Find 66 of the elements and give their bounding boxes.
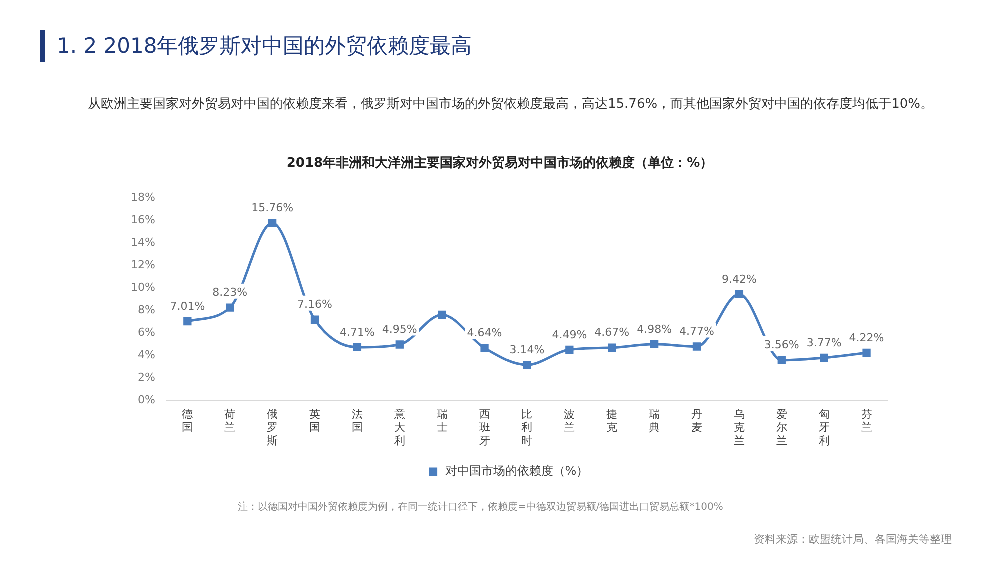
point [480,344,489,352]
point [184,318,192,326]
x-tick-label: 瑞典 [649,408,660,434]
y-tick-label: 12% [130,258,156,272]
chart-title: 1. 2 2018年俄罗斯对中国的外贸依赖度最高 [57,33,472,60]
point [735,290,744,299]
point [310,316,320,324]
point [566,346,574,354]
x-tick-label: 荷兰 [224,408,236,434]
data-label: 4.95% [382,323,418,336]
y-tick-label: 10% [130,280,156,294]
data-label: 3.14% [510,343,545,356]
data-label: 3.56% [764,338,800,352]
chart-subtitle: 2018年非洲和大洋洲主要国家对外贸易对中国市场的依赖度（单位：%） [286,154,714,172]
data-label: 4.49% [552,328,588,342]
x-tick-label: 波兰 [564,408,576,434]
data-label: 4.67% [594,326,630,340]
y-tick-label: 8% [138,303,156,316]
data-label: 4.98% [637,322,672,336]
data-label: 3.77% [806,336,842,350]
y-tick-label: 14% [130,236,156,249]
point [862,348,871,358]
x-tick-label: 西班牙 [479,408,490,448]
x-tick-label: 捷克 [606,408,618,434]
x-tick-label: 瑞士 [436,408,448,434]
x-tick-label: 德国 [182,408,194,434]
x-tick-label: 丹麦 [692,408,702,434]
data-label: 9.42% [722,272,757,286]
legend-label: 对中国市场的依赖度（%） [445,464,589,478]
x-tick-label: 英国 [310,408,321,434]
data-label: 7.16% [298,298,332,312]
point [650,340,659,348]
data-label: 15.76% [252,202,294,215]
x-tick-label: 意大利 [393,408,406,448]
x-tick-label: 俄罗斯 [267,408,278,448]
point [226,304,234,312]
y-tick-label: 4% [138,348,156,362]
data-label: 4.71% [340,326,375,339]
point [396,340,404,349]
point [608,344,616,352]
data-label: 7.01% [170,300,206,313]
point [820,354,828,362]
x-tick-label: 芬兰 [861,408,872,434]
y-tick-label: 6% [138,326,156,339]
y-tick-label: 18% [130,190,156,204]
x-tick-label: 爱尔兰 [776,408,788,448]
text: 从欧洲主要国家对外贸易对中国的依赖度来看，俄罗斯对中国市场的外贸依赖度最高，高达15.76%，而其他国家外贸对中国的依存度均低于10%。 [87,96,934,114]
x-tick-label: 乌克兰 [734,408,745,448]
text: 资料来源：欧盟统计局、各国海关等整理 [754,532,952,547]
y-tick-label: 16% [130,213,156,226]
point [268,219,277,228]
y-tick-label: 0% [138,393,156,406]
point [692,342,702,351]
data-label: 4.64% [467,326,502,340]
x-tick-label: 匈牙利 [818,408,830,448]
y-tick-label: 2% [138,370,156,384]
point [438,310,446,320]
point [353,343,362,352]
data-label: 4.77% [680,325,714,338]
x-tick-label: 法国 [352,408,363,434]
text: 注：以德国对中国外贸依赖度为例，在同一统计口径下，依赖度=中德双边贸易额/德国进出口贸易总额*100% [238,500,724,514]
x-tick-label: 比利时 [522,408,533,448]
data-label: 8.23% [212,286,248,300]
data-label: 4.22% [849,331,884,344]
point [778,356,786,364]
point [523,361,532,370]
